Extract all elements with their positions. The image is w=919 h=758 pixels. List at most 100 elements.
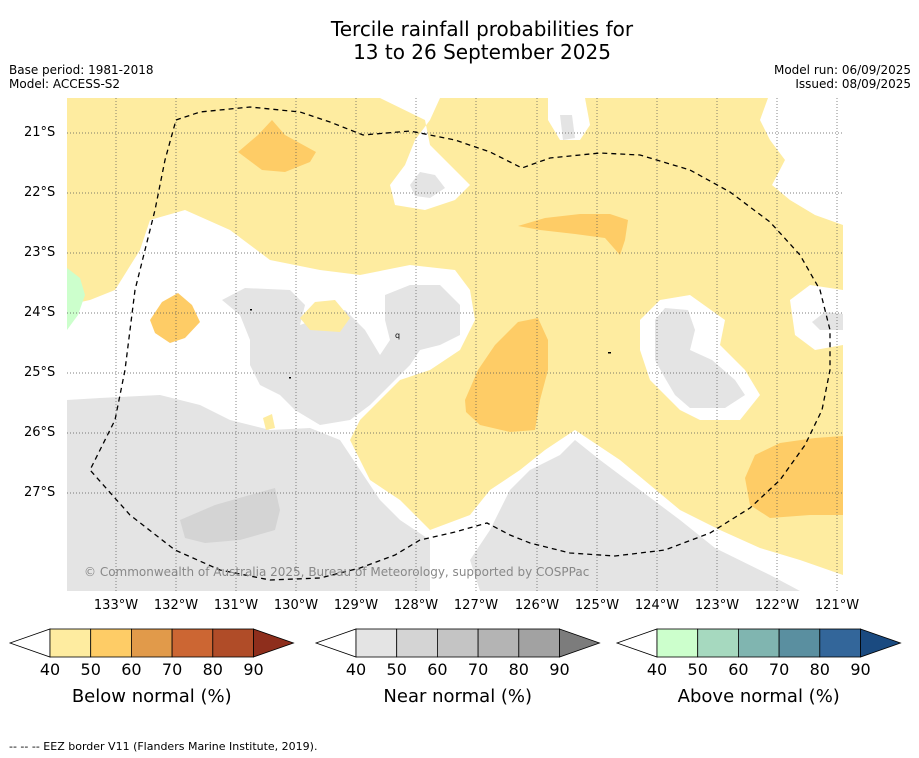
tiny-mark-2 (608, 352, 611, 354)
colorbar-lower-arrow (8, 628, 51, 658)
longitude-label: 129°W (333, 598, 379, 613)
below-normal-50-island (300, 300, 350, 332)
colorbar-segment (738, 628, 780, 658)
below-normal-60-north (238, 120, 316, 172)
colorbar-tick-label: 80 (202, 660, 223, 679)
colorbar-upper-arrow (860, 628, 902, 658)
eez-border (89, 106, 831, 581)
above-normal-50-west (67, 268, 85, 330)
colorbar-title: Above normal (%) (677, 686, 840, 707)
colorbar-tick-label: 40 (646, 660, 668, 679)
colorbar-tick-label: 80 (508, 660, 529, 679)
colorbar-segment (90, 628, 132, 658)
model-run: Model run: 06/09/2025 (773, 63, 911, 77)
white-patch-ne (760, 98, 843, 225)
colorbar-tick-label: 50 (80, 660, 101, 679)
colorbar-tick-label: 90 (243, 660, 264, 679)
colorbar-tick-label: 50 (687, 660, 708, 679)
colorbar-segment (436, 628, 479, 658)
colorbar (8, 628, 295, 658)
near-normal-north (410, 172, 445, 198)
model-name: Model: ACCESS-S2 (9, 77, 121, 91)
colorbar-segment (355, 628, 398, 658)
longitude-label: 132°W (153, 598, 199, 613)
colorbar-segment (697, 628, 739, 658)
colorbar-legends (8, 628, 902, 658)
latitude-label: 25°S (24, 365, 56, 380)
longitude-label: 124°W (634, 598, 680, 613)
white-patch-north (380, 98, 470, 210)
base-period-info: Base period: 1981-2018 Model: ACCESS-S2 (9, 63, 154, 91)
latitude-label: 23°S (24, 245, 56, 260)
near-normal-60-sw (180, 488, 280, 543)
colorbar-tick-label: 50 (386, 660, 407, 679)
longitude-label: 126°W (514, 598, 560, 613)
tiny-mark-3 (250, 309, 252, 311)
footer-note: -- -- -- EEZ border V11 (Flanders Marine… (9, 740, 318, 753)
latitude-label: 27°S (24, 485, 56, 500)
colorbar-tick-label: 40 (39, 660, 61, 679)
latitude-label: 26°S (24, 425, 56, 440)
colorbar-segment (49, 628, 92, 658)
below-normal-60-east (745, 436, 843, 518)
longitude-label: 122°W (754, 598, 800, 613)
longitude-label: 127°W (453, 598, 499, 613)
near-normal-sw (67, 395, 430, 591)
longitude-label: 133°W (93, 598, 139, 613)
colorbar-title: Near normal (%) (383, 686, 533, 707)
colorbar-segment (130, 628, 173, 658)
colorbar-upper-arrow (253, 628, 295, 658)
colorbar-tick-label: 90 (549, 660, 570, 679)
tiny-mark: q (395, 331, 400, 340)
title-line-2: 13 to 26 September 2025 (353, 40, 611, 64)
colorbar-segment (656, 628, 699, 658)
latitude-label: 21°S (24, 125, 56, 140)
colorbar (314, 628, 601, 658)
colorbar-lower-arrow (314, 628, 357, 658)
colorbar-segment (518, 628, 560, 658)
colorbar-segment (212, 628, 254, 658)
colorbar-upper-arrow (559, 628, 601, 658)
colorbar-tick-label: 80 (809, 660, 830, 679)
below-normal-60-west (150, 293, 200, 343)
below-normal-50-island-2 (263, 414, 275, 430)
colorbar-tick-label: 60 (728, 660, 749, 679)
base-period: Base period: 1981-2018 (9, 63, 154, 77)
colorbar-lower-arrow (615, 628, 658, 658)
run-info: Model run: 06/09/2025 Issued: 08/09/2025 (774, 63, 911, 91)
copyright: © Commonwealth of Australia 2025, Bureau… (84, 565, 590, 579)
colorbar-tick-label: 60 (427, 660, 448, 679)
colorbar-segment (171, 628, 214, 658)
longitude-label: 123°W (694, 598, 740, 613)
colorbar-segment (778, 628, 821, 658)
colorbar-tick-label: 70 (768, 660, 790, 679)
near-normal-east (655, 308, 745, 408)
latitude-label: 24°S (24, 305, 56, 320)
colorbar-tick-label: 60 (121, 660, 142, 679)
map-field: q (67, 98, 843, 591)
latitude-label: 22°S (24, 185, 56, 200)
colorbar-tick-label: 70 (161, 660, 183, 679)
longitude-label: 128°W (393, 598, 439, 613)
colorbar-tick-label: 40 (345, 660, 367, 679)
colorbar (615, 628, 902, 658)
colorbar-tick-label: 90 (850, 660, 871, 679)
title-line-1: Tercile rainfall probabilities for (330, 17, 634, 41)
longitude-label: 121°W (814, 598, 860, 613)
issued-date: Issued: 08/09/2025 (795, 77, 911, 91)
map-title: Tercile rainfall probabilities for 13 to… (0, 18, 919, 64)
colorbar-segment (819, 628, 861, 658)
below-normal-60-ne (518, 214, 628, 255)
tiny-mark-4 (289, 377, 291, 379)
colorbar-tick-label: 70 (467, 660, 489, 679)
near-normal-north-2 (560, 115, 575, 140)
near-normal-south (470, 440, 800, 591)
near-normal-far-east (812, 312, 843, 330)
below-normal-60-central (465, 318, 548, 432)
graticule (67, 98, 843, 591)
longitude-label: 130°W (273, 598, 319, 613)
colorbar-segment (477, 628, 520, 658)
colorbar-segment (396, 628, 438, 658)
colorbar-title: Below normal (%) (71, 686, 232, 707)
